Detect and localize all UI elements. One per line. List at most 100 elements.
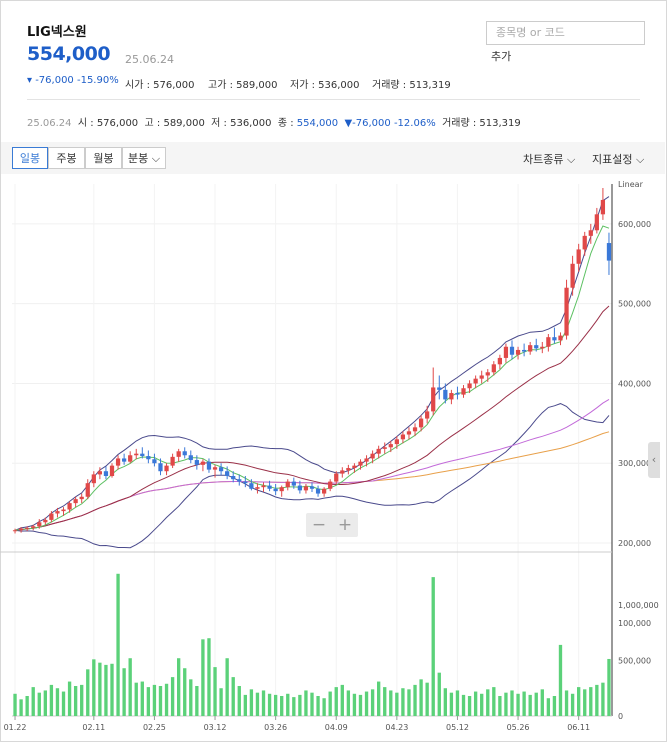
volume-bar: [92, 659, 96, 716]
volume-bar: [358, 694, 363, 716]
volume-bar: [486, 689, 490, 716]
price-tick-label: 200,000: [618, 539, 651, 548]
volume-tick-label: 1,000,000: [618, 601, 659, 610]
volume-bar: [377, 681, 381, 716]
volume-bar: [395, 692, 399, 716]
candle-body: [437, 387, 442, 390]
candle-body: [273, 488, 278, 492]
tab-daily[interactable]: 일봉: [12, 147, 48, 169]
volume-bar: [546, 698, 551, 716]
volume-bar: [37, 692, 41, 716]
candle-body: [479, 375, 484, 379]
stock-name: LIG넥스원: [27, 25, 87, 40]
candle-body: [243, 481, 248, 484]
volume-bar: [449, 692, 454, 716]
candle-body: [346, 468, 351, 471]
zoom-in-button[interactable]: +: [337, 515, 353, 535]
candle-body: [55, 511, 60, 514]
time-tick-label: 05.12: [446, 723, 469, 732]
detail-pct: -12.06%: [393, 118, 436, 129]
volume-tick-label: 500,000: [618, 656, 651, 665]
volume-bar: [577, 687, 581, 716]
candle-body: [134, 453, 139, 456]
volume-bar: [116, 573, 120, 716]
volume-bar: [49, 684, 54, 716]
candle-body: [491, 364, 496, 373]
candle-body: [97, 471, 102, 475]
candle-body: [515, 349, 521, 355]
candle-body: [546, 337, 551, 347]
volume-bar: [383, 687, 387, 716]
volume-bar: [146, 687, 151, 716]
volume-bar: [346, 690, 351, 716]
volume-bar: [322, 698, 326, 716]
tab-minute[interactable]: 분봉 ⌵: [122, 147, 166, 169]
tab-monthly[interactable]: 월봉: [85, 147, 122, 169]
chart-type-select[interactable]: 차트종류 ⌵: [523, 153, 576, 166]
candle-body: [503, 346, 509, 358]
candle-body: [18, 528, 24, 531]
search-input[interactable]: 종목명 or 코드: [486, 21, 645, 45]
bollinger-lower-line: [14, 403, 610, 549]
volume-bar: [219, 688, 223, 716]
volume-bar: [249, 689, 254, 716]
candle-body: [376, 448, 381, 454]
time-tick-label: 03.26: [264, 723, 287, 732]
collapse-handle[interactable]: ‹: [648, 442, 660, 478]
zoom-out-button[interactable]: −: [311, 515, 327, 535]
volume-bar: [189, 679, 193, 716]
price-tick-label: 600,000: [618, 220, 651, 229]
candle-body: [552, 337, 557, 341]
candle-body: [25, 527, 30, 529]
volume-bar: [73, 686, 78, 716]
candle-body: [115, 458, 121, 466]
divider: [27, 99, 640, 100]
volume-bar: [540, 689, 544, 716]
volume-bar: [201, 639, 205, 716]
volume-bar: [310, 692, 314, 716]
stock-chart[interactable]: Linear 600,000 500,000 400,000 300,000 200,00…: [0, 176, 667, 746]
volume-bar: [298, 694, 302, 716]
candle-body: [522, 349, 527, 352]
volume-bar: [528, 694, 532, 716]
candle-body: [594, 214, 599, 231]
candle-body: [237, 479, 242, 482]
price-tick-label: 100,000: [618, 619, 651, 628]
volume-bar: [401, 688, 405, 716]
indicator-select[interactable]: 지표설정 ⌵: [592, 153, 645, 166]
add-button[interactable]: 추가: [491, 50, 512, 63]
candle-body: [261, 485, 266, 488]
candle-body: [418, 418, 424, 428]
candle-body: [255, 487, 260, 489]
candle-body: [394, 439, 399, 445]
volume-tick-label: 0: [618, 712, 623, 721]
candle-body: [461, 388, 466, 395]
volume-bar: [13, 693, 17, 716]
time-tick-label: 06.11: [567, 723, 590, 732]
tab-weekly[interactable]: 주봉: [48, 147, 85, 169]
volume-bar: [443, 688, 447, 716]
candle-body: [540, 346, 545, 349]
bollinger-upper-line: [14, 196, 610, 531]
candle-body: [528, 345, 533, 352]
candle-body: [534, 345, 539, 349]
volume-bar: [467, 696, 472, 716]
volume-bar: [273, 694, 278, 716]
volume-bar: [255, 692, 260, 716]
candle-body: [425, 411, 430, 419]
candle-body: [467, 383, 472, 389]
volume-bar: [516, 693, 520, 716]
candle-body: [582, 235, 587, 250]
volume-bar: [340, 684, 344, 716]
chart-svg[interactable]: Linear 600,000 500,000 400,000 300,000 200,00…: [0, 176, 667, 742]
volume-bar: [122, 668, 126, 716]
time-tick-label: 05.26: [507, 723, 530, 732]
candle-body: [297, 485, 302, 491]
candle-body: [352, 465, 357, 469]
detail-close-label: 종 :: [277, 118, 294, 129]
detail-open: 시 : 576,000: [77, 118, 139, 129]
candle-body: [606, 243, 612, 261]
volume-bar: [316, 696, 320, 716]
time-tick-label: 02.25: [143, 723, 166, 732]
candle-body: [322, 488, 327, 494]
